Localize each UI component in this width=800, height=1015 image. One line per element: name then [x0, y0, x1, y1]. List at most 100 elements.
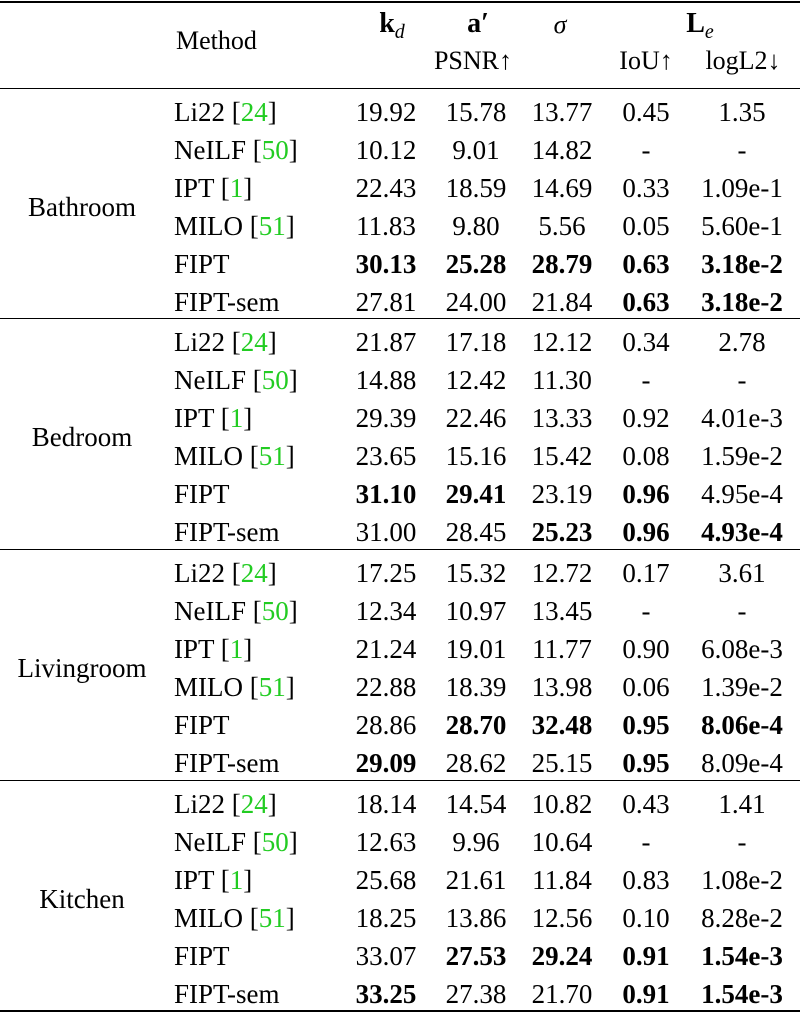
cell-a: 13.86 — [445, 903, 507, 933]
cell-iou: 0.63 — [622, 249, 670, 279]
cell-logl2: - — [737, 596, 747, 626]
cell-kd: 30.13 — [355, 249, 417, 279]
method-name: FIPT — [174, 937, 230, 975]
cell-a: 17.18 — [445, 327, 507, 357]
cell-iou: 0.34 — [622, 327, 670, 357]
cell-logl2: - — [737, 827, 747, 857]
cell-sigma: 28.79 — [531, 249, 593, 279]
citation-link[interactable]: 50 — [261, 135, 289, 165]
method-label: FIPT — [174, 249, 230, 279]
cell-kd: 12.34 — [355, 596, 417, 626]
cell-iou: - — [641, 596, 651, 626]
citation-bracket: ] — [243, 173, 253, 203]
method-name: FIPT-sem — [174, 975, 280, 1013]
cell-iou: - — [641, 135, 651, 165]
cell-iou: 0.05 — [622, 211, 670, 241]
cell-sigma: 13.77 — [531, 97, 593, 127]
cell-logl2: - — [737, 135, 747, 165]
method-name: FIPT — [174, 475, 230, 513]
cell-sigma: 25.15 — [531, 748, 593, 778]
citation-bracket: ] — [288, 135, 298, 165]
header-kd-symbol: k — [379, 8, 395, 39]
method-name: NeILF [50] — [174, 361, 298, 399]
cell-iou: 0.90 — [622, 634, 670, 664]
method-label: MILO [ — [174, 441, 259, 471]
cell-logl2: 8.06e-4 — [701, 710, 783, 740]
citation-link[interactable]: 24 — [240, 558, 268, 588]
cell-kd: 11.83 — [356, 211, 416, 241]
method-label: MILO [ — [174, 903, 259, 933]
cell-sigma: 21.70 — [531, 979, 593, 1009]
group-separator-2 — [0, 549, 800, 550]
citation-link[interactable]: 1 — [229, 403, 244, 433]
cell-a: 28.70 — [445, 710, 507, 740]
citation-link[interactable]: 51 — [258, 211, 286, 241]
citation-bracket: ] — [267, 789, 277, 819]
cell-sigma: 12.12 — [531, 327, 593, 357]
method-label: NeILF [ — [174, 596, 262, 626]
cell-kd: 18.14 — [355, 789, 417, 819]
method-name: Li22 [24] — [174, 323, 277, 361]
cell-sigma: 29.24 — [531, 941, 593, 971]
method-name: FIPT — [174, 706, 230, 744]
citation-link[interactable]: 51 — [258, 672, 286, 702]
header-le-symbol: L — [686, 8, 705, 39]
citation-link[interactable]: 51 — [258, 441, 286, 471]
cell-sigma: 14.82 — [531, 135, 593, 165]
top-rule — [0, 1, 800, 3]
cell-logl2: 1.35 — [718, 97, 766, 127]
cell-sigma: 14.69 — [531, 173, 593, 203]
cell-kd: 22.88 — [355, 672, 417, 702]
cell-kd: 33.07 — [355, 941, 417, 971]
method-label: Li22 [ — [174, 558, 241, 588]
cell-sigma: 13.33 — [531, 403, 593, 433]
cell-a: 15.78 — [445, 97, 507, 127]
cell-sigma: 13.98 — [531, 672, 593, 702]
cell-a: 24.00 — [445, 287, 507, 317]
method-name: FIPT-sem — [174, 513, 280, 551]
header-le: Le — [660, 8, 740, 44]
group-separator-3 — [0, 780, 800, 781]
cell-iou: - — [641, 827, 651, 857]
cell-logl2: 1.41 — [718, 789, 766, 819]
header-rule — [0, 88, 800, 89]
citation-link[interactable]: 50 — [261, 365, 289, 395]
citation-bracket: ] — [267, 558, 277, 588]
citation-link[interactable]: 24 — [240, 789, 268, 819]
citation-link[interactable]: 24 — [240, 97, 268, 127]
method-label: Li22 [ — [174, 789, 241, 819]
citation-link[interactable]: 24 — [240, 327, 268, 357]
method-label: Li22 [ — [174, 97, 241, 127]
citation-link[interactable]: 50 — [261, 596, 289, 626]
cell-a: 19.01 — [445, 634, 507, 664]
method-label: NeILF [ — [174, 135, 262, 165]
citation-link[interactable]: 51 — [258, 903, 286, 933]
cell-kd: 31.10 — [355, 479, 417, 509]
citation-link[interactable]: 1 — [229, 865, 244, 895]
citation-link[interactable]: 50 — [261, 827, 289, 857]
scene-label: Bedroom — [31, 422, 133, 452]
citation-bracket: ] — [285, 672, 295, 702]
cell-iou: 0.33 — [622, 173, 670, 203]
cell-iou: 0.10 — [622, 903, 670, 933]
cell-a: 28.62 — [445, 748, 507, 778]
method-name: NeILF [50] — [174, 592, 298, 630]
cell-kd: 29.09 — [355, 748, 417, 778]
cell-kd: 27.81 — [355, 287, 417, 317]
method-label: MILO [ — [174, 211, 259, 241]
cell-logl2: 4.95e-4 — [701, 479, 783, 509]
cell-logl2: 1.39e-2 — [701, 672, 783, 702]
cell-kd: 33.25 — [355, 979, 417, 1009]
method-label: IPT [ — [174, 865, 230, 895]
group-separator-1 — [0, 318, 800, 319]
citation-link[interactable]: 1 — [229, 173, 244, 203]
cell-logl2: 8.28e-2 — [701, 903, 783, 933]
cell-a: 9.80 — [452, 211, 500, 241]
cell-kd: 14.88 — [355, 365, 417, 395]
cell-logl2: - — [737, 365, 747, 395]
cell-a: 14.54 — [445, 789, 507, 819]
method-name: MILO [51] — [174, 899, 295, 937]
citation-link[interactable]: 1 — [229, 634, 244, 664]
cell-sigma: 11.30 — [532, 365, 592, 395]
cell-logl2: 1.54e-3 — [701, 941, 783, 971]
